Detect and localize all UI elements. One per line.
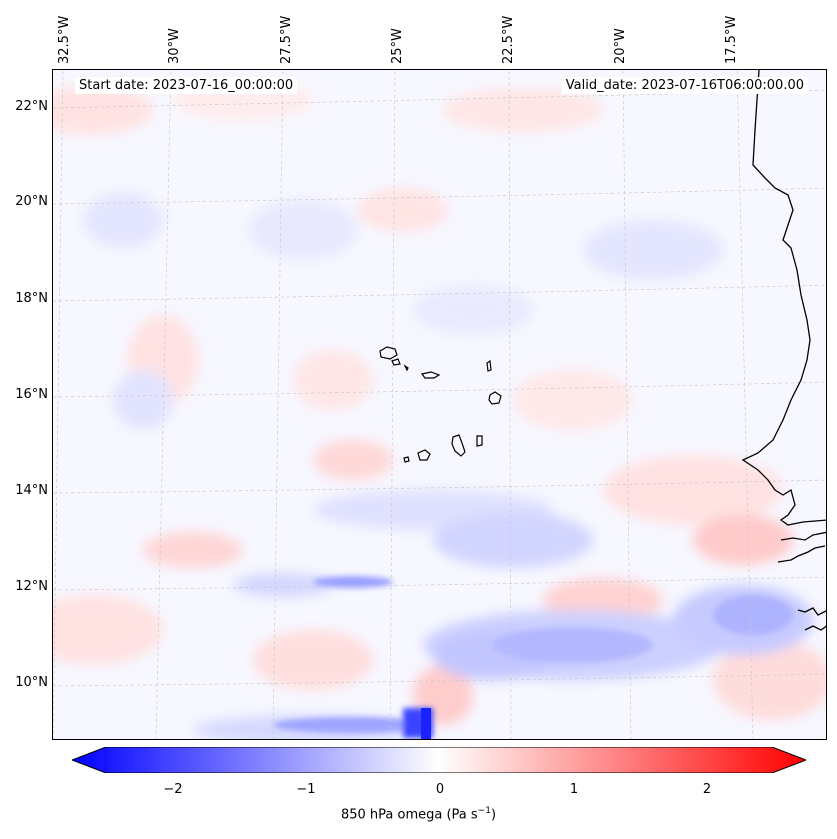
valid-date-annotation: Valid_date: 2023-07-16T06:00:00.00 xyxy=(561,77,808,94)
island-brava xyxy=(403,456,410,463)
start-date-annotation: Start date: 2023-07-16_00:00:00 xyxy=(75,77,298,94)
island-maio xyxy=(476,435,483,447)
omega-strong-contours xyxy=(273,576,793,738)
latitude-label: 10°N xyxy=(15,675,48,690)
island-santiago xyxy=(451,434,466,457)
colorbar-tick-label: 0 xyxy=(435,782,445,797)
island-sao-vicente xyxy=(391,358,401,366)
latitude-label: 12°N xyxy=(15,579,48,594)
island-boa-vista xyxy=(488,391,502,405)
longitude-label: 20°W xyxy=(613,28,628,64)
longitude-label: 27.5°W xyxy=(279,15,294,64)
colorbar xyxy=(72,747,806,773)
omega-field-map xyxy=(53,70,826,739)
longitude-label: 32.5°W xyxy=(57,15,72,64)
colorbar-tick-label: 1 xyxy=(569,782,579,797)
island-fogo xyxy=(417,449,431,461)
latitude-label: 20°N xyxy=(15,194,48,209)
latitude-label: 16°N xyxy=(15,387,48,402)
island-sal xyxy=(486,359,492,372)
map-panel: Start date: 2023-07-16_00:00:00 Valid_da… xyxy=(52,69,827,740)
colorbar-tick-label: −1 xyxy=(296,782,316,797)
island-santo-antao xyxy=(379,346,398,360)
colorbar-tick-label: −2 xyxy=(163,782,183,797)
longitude-label: 22.5°W xyxy=(501,15,516,64)
island-santa-luzia xyxy=(403,364,409,372)
map-gridlines xyxy=(53,70,826,739)
coastline xyxy=(741,70,826,631)
longitude-label: 25°W xyxy=(390,28,405,64)
colorbar-label: 850 hPa omega (Pa s−1) xyxy=(340,806,497,823)
longitude-label: 30°W xyxy=(167,28,182,64)
strong-ascent-patch xyxy=(421,708,431,739)
latitude-label: 22°N xyxy=(15,99,48,114)
latitude-label: 14°N xyxy=(15,483,48,498)
longitude-label: 17.5°W xyxy=(724,15,739,64)
cape-verde-islands xyxy=(379,346,502,463)
latitude-label: 18°N xyxy=(15,291,48,306)
island-sao-nicolau xyxy=(420,371,441,379)
colorbar-body xyxy=(72,747,806,773)
colorbar-tick-label: 2 xyxy=(702,782,712,797)
